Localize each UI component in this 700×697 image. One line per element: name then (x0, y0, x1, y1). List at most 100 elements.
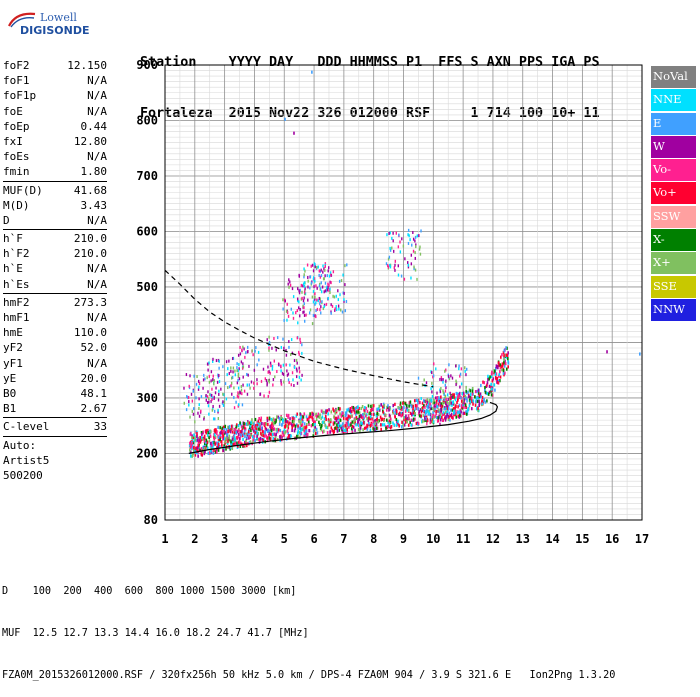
echo-point (422, 404, 425, 408)
echo-point (335, 408, 338, 413)
auto-scaling-info: Auto: (3, 438, 37, 452)
spread-echo-point (193, 374, 195, 378)
spread-echo-point (391, 246, 393, 250)
echo-point (227, 429, 229, 434)
echo-point (342, 426, 344, 430)
echo-point (225, 447, 227, 451)
spread-echo-point (190, 392, 193, 396)
echo-point (394, 402, 396, 406)
legend-item: NNW (651, 298, 696, 321)
spread-echo-point (217, 373, 219, 377)
echo-point (507, 365, 509, 369)
echo-point (317, 412, 320, 416)
echo-point (428, 402, 430, 406)
legend-item: NNE (651, 89, 696, 112)
param-label: yF2 (3, 341, 23, 355)
echo-point (443, 412, 445, 416)
echo-point (328, 423, 330, 427)
echo-point (258, 416, 260, 421)
echo-point (354, 418, 356, 422)
echo-point (494, 369, 496, 373)
echo-point (316, 431, 319, 435)
echo-point (417, 401, 419, 405)
spread-echo-point (303, 296, 305, 300)
echo-point (323, 429, 325, 433)
echo-point (381, 405, 384, 409)
spread-echo-point (302, 310, 304, 314)
echo-point (224, 431, 227, 435)
spread-echo-point (236, 366, 238, 370)
echo-point (297, 424, 299, 428)
spread-echo-point (459, 391, 461, 395)
echo-point (338, 420, 341, 424)
echo-point (404, 402, 407, 406)
echo-point (380, 427, 382, 432)
spread-echo-point (298, 375, 301, 379)
echo-point (484, 386, 486, 390)
echo-point (192, 451, 195, 456)
spread-echo-point (442, 389, 444, 393)
spread-echo-point (283, 380, 285, 384)
spread-echo-point (303, 284, 306, 288)
spread-echo-point (267, 394, 269, 398)
spread-echo-point (242, 345, 244, 349)
spread-echo-point (314, 295, 316, 299)
echo-point (435, 412, 437, 416)
param-row: D N/A (3, 213, 107, 228)
echo-point (452, 411, 455, 415)
spread-echo-point (231, 357, 234, 361)
spread-echo-point (399, 240, 401, 244)
spread-echo-point (332, 270, 335, 274)
echo-point (372, 404, 375, 408)
spread-echo-point (241, 366, 244, 370)
echo-point (207, 428, 209, 433)
echo-point (461, 392, 464, 396)
echo-point (381, 423, 384, 427)
echo-point (322, 420, 324, 424)
echo-point (193, 439, 196, 443)
echo-point (502, 368, 505, 373)
echo-point (458, 403, 461, 408)
echo-point (233, 427, 236, 432)
param-label: hmF1 (3, 311, 30, 324)
spread-echo-point (222, 365, 224, 369)
echo-point (355, 410, 358, 414)
spread-echo-point (409, 238, 411, 242)
echo-point (274, 421, 276, 425)
echo-point (432, 420, 435, 424)
spread-echo-point (269, 371, 271, 375)
spread-echo-point (292, 295, 295, 299)
param-row: yF2 52.0 (3, 340, 107, 355)
echo-point (369, 417, 372, 421)
spread-echo-point (286, 369, 288, 373)
echo-point (493, 383, 496, 387)
isolated-echo-point (311, 70, 313, 74)
echo-point (355, 406, 358, 410)
echo-point (383, 418, 385, 423)
echo-point (412, 407, 414, 411)
echo-point (259, 427, 262, 431)
spread-echo-point (230, 384, 232, 388)
echo-point (245, 422, 248, 426)
legend-item: X- (651, 229, 696, 252)
echo-point (291, 426, 294, 430)
spread-echo-point (443, 398, 445, 402)
param-value: 52.0 (80, 341, 108, 355)
spread-echo-point (344, 264, 346, 268)
spread-echo-point (445, 386, 447, 390)
echo-point (333, 415, 335, 419)
echo-point (452, 416, 454, 420)
spread-echo-point (285, 363, 287, 367)
echo-point (452, 407, 455, 411)
spread-echo-point (443, 393, 445, 397)
echo-point (246, 435, 248, 439)
echo-point (407, 408, 410, 412)
echo-point (414, 407, 417, 411)
echo-point (203, 434, 206, 438)
echo-point (286, 424, 289, 428)
spread-echo-point (343, 299, 345, 303)
spread-echo-point (280, 382, 283, 386)
echo-point (368, 416, 370, 420)
echo-point (447, 417, 450, 421)
echo-point (221, 435, 224, 439)
